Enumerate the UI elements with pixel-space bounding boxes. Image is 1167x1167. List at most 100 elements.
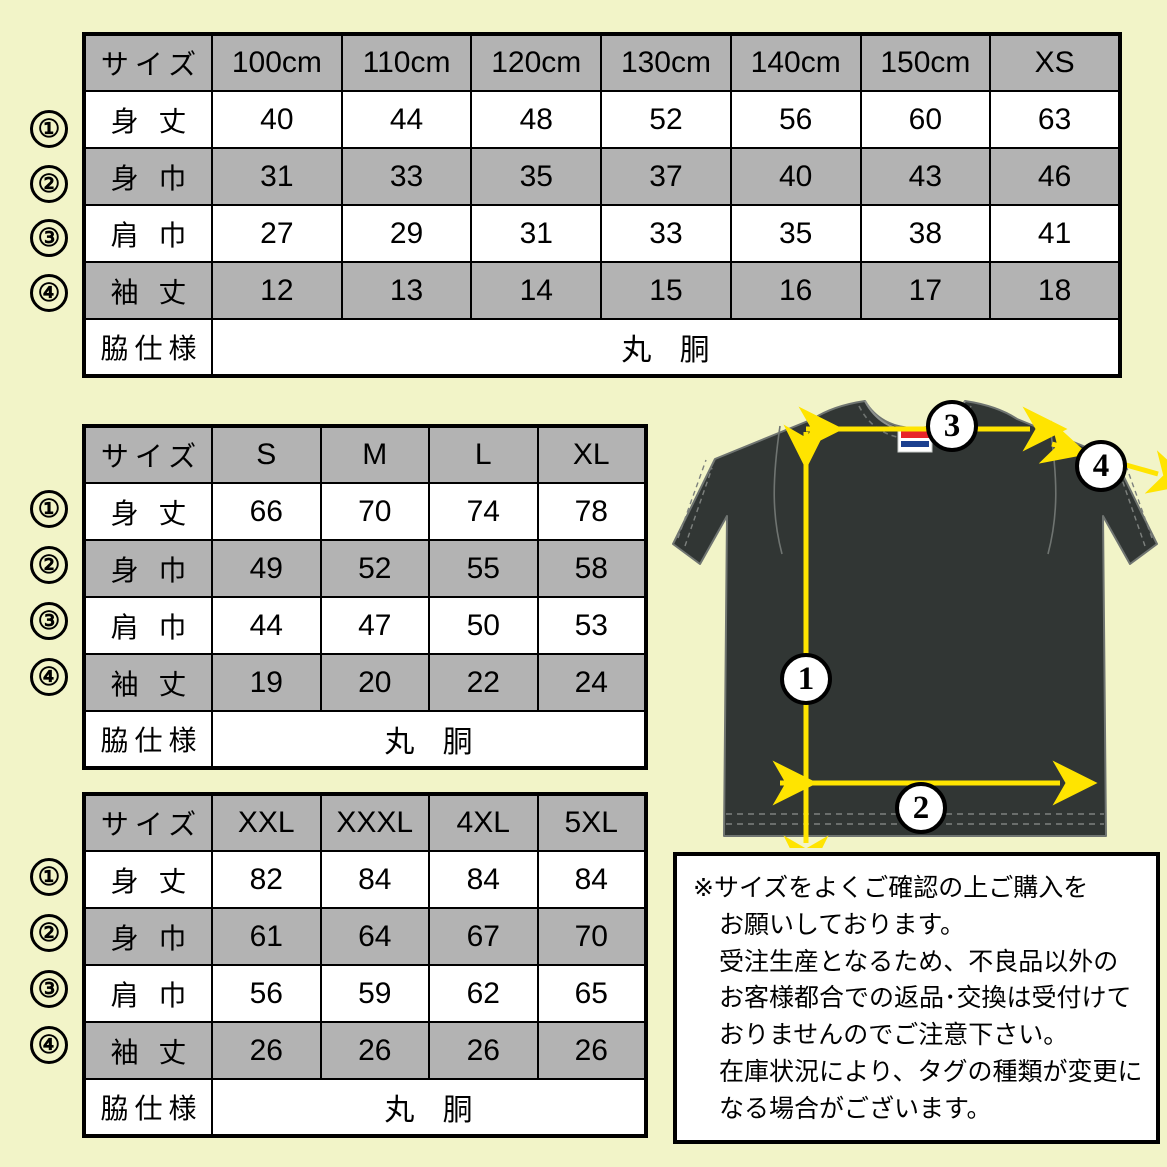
cell-value: 55 [428,539,539,598]
tshirt-diagram: 3 4 1 2 [672,400,1167,848]
header-size: サイズ [83,33,213,92]
table-row: 袖 丈 26 26 26 26 [83,1021,647,1080]
header-xxxl: XXXL [319,793,430,852]
row-label-body-width: 身 巾 [83,907,213,966]
cell-value: 44 [340,90,473,149]
table-row: 身 巾 61 64 67 70 [83,907,647,966]
note-line: 受注生産となるため、不良品以外の [719,947,1119,976]
cell-value: 24 [536,653,647,712]
cell-value: 52 [600,90,732,149]
marker-4-big: ④ [30,1026,68,1064]
row-label-side-spec: 脇仕様 [83,1078,213,1137]
header-120cm: 120cm [470,33,603,92]
header-150cm: 150cm [859,33,992,92]
table-row-side-spec: 脇仕様 丸 胴 [83,318,1121,377]
marker-3-big: ③ [30,970,68,1008]
cell-value: 84 [428,850,539,909]
cell-value: 19 [211,653,322,712]
table-header-row: サイズ 100cm 110cm 120cm 130cm 140cm 150cm … [83,33,1121,92]
row-label-body-length: 身 丈 [83,90,213,149]
cell-value: 67 [428,907,539,966]
callout-1: 1 [780,653,832,705]
header-5xl: 5XL [536,793,647,852]
size-table-big: サイズ XXL XXXL 4XL 5XL 身 丈 82 84 84 84 身 巾… [82,792,648,1138]
cell-value: 18 [989,261,1121,320]
cell-value: 63 [989,90,1121,149]
cell-value: 56 [211,964,322,1023]
row-label-body-length: 身 丈 [83,482,213,541]
cell-value: 44 [211,596,322,655]
marker-2-adult: ② [30,546,68,584]
cell-value: 40 [729,147,862,206]
header-size: サイズ [83,793,213,852]
marker-1-adult: ① [30,490,68,528]
callout-4: 4 [1075,440,1127,492]
cell-value: 82 [211,850,322,909]
row-label-sleeve-length: 袖 丈 [83,261,213,320]
cell-value: 53 [536,596,647,655]
cell-value: 31 [470,204,603,263]
cell-value: 66 [211,482,322,541]
cell-value: 78 [536,482,647,541]
cell-value: 47 [319,596,430,655]
cell-value: 52 [319,539,430,598]
cell-value: 17 [859,261,992,320]
cell-value: 14 [470,261,603,320]
size-table-kids: サイズ 100cm 110cm 120cm 130cm 140cm 150cm … [82,32,1122,378]
cell-value: 33 [600,204,732,263]
cell-value: 40 [211,90,343,149]
table-row: 身 巾 31 33 35 37 40 43 46 [83,147,1121,206]
cell-value: 16 [729,261,862,320]
cell-value: 84 [536,850,647,909]
row-label-side-spec: 脇仕様 [83,710,213,769]
row-label-shoulder-width: 肩 巾 [83,964,213,1023]
note-line: お客様都合での返品･交換は受付けて [719,984,1132,1013]
cell-value: 31 [211,147,343,206]
cell-value: 26 [319,1021,430,1080]
marker-4-adult: ④ [30,658,68,696]
cell-value: 48 [470,90,603,149]
callout-2: 2 [895,782,947,834]
cell-value: 33 [340,147,473,206]
callout-2-label: 2 [913,790,930,826]
cell-value: 46 [989,147,1121,206]
cell-value: 74 [428,482,539,541]
cell-value: 38 [859,204,992,263]
row-label-shoulder-width: 肩 巾 [83,204,213,263]
marker-2-big: ② [30,914,68,952]
note-line: ※サイズをよくご確認の上ご購入を [693,874,1089,902]
marker-1-kids: ① [30,110,68,148]
note-line: おりませんのでご注意下さい。 [719,1021,1069,1049]
row-label-shoulder-width: 肩 巾 [83,596,213,655]
header-size: サイズ [83,425,213,484]
marker-1-big: ① [30,858,68,896]
header-100cm: 100cm [211,33,343,92]
cell-value: 56 [729,90,862,149]
row-label-body-width: 身 巾 [83,147,213,206]
marker-2-kids: ② [30,165,68,203]
table-row-side-spec: 脇仕様 丸 胴 [83,710,647,769]
cell-value: 12 [211,261,343,320]
cell-value: 50 [428,596,539,655]
callout-4-label: 4 [1093,448,1110,484]
row-label-sleeve-length: 袖 丈 [83,653,213,712]
table-row-side-spec: 脇仕様 丸 胴 [83,1078,647,1137]
cell-value: 26 [211,1021,322,1080]
cell-value: 64 [319,907,430,966]
cell-value: 22 [428,653,539,712]
cell-value: 20 [319,653,430,712]
row-label-body-width: 身 巾 [83,539,213,598]
table-row: 袖 丈 12 13 14 15 16 17 18 [83,261,1121,320]
cell-value: 43 [859,147,992,206]
side-spec-value: 丸 胴 [211,1078,647,1137]
cell-value: 70 [319,482,430,541]
cell-value: 35 [470,147,603,206]
cell-value: 29 [340,204,473,263]
note-line: お願いしております。 [719,910,966,939]
cell-value: 15 [600,261,732,320]
table-row: 肩 巾 27 29 31 33 35 38 41 [83,204,1121,263]
header-xl: XL [536,425,647,484]
marker-3-adult: ③ [30,602,68,640]
header-xxl: XXL [211,793,322,852]
